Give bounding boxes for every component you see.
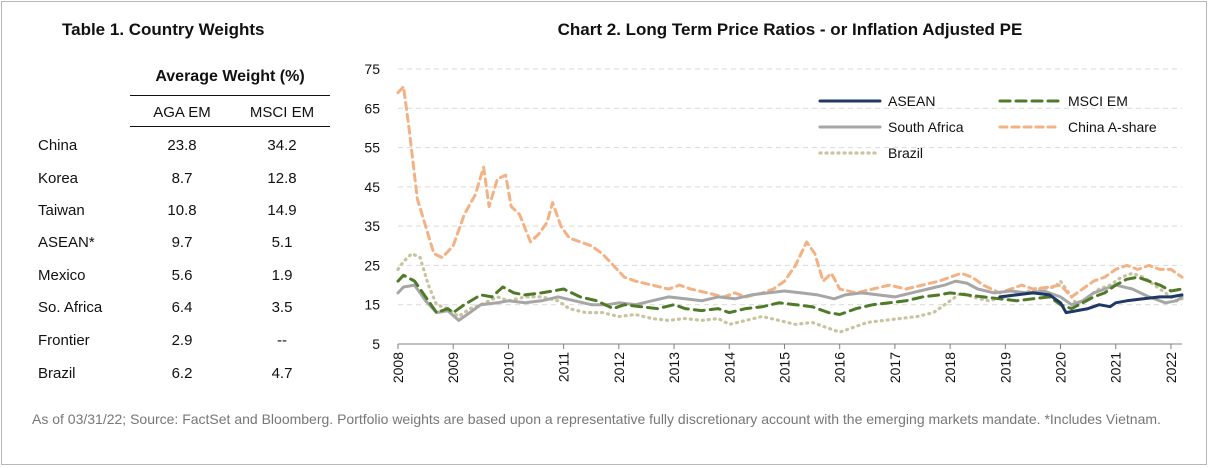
average-weight-header: Average Weight (%) [155,68,305,85]
header-rule-bottom [130,126,330,127]
msci-em-weight: 12.8 [267,170,297,187]
y-tick-label: 25 [364,257,380,273]
country-name: Frontier [38,332,90,349]
y-tick-label: 5 [372,336,380,352]
msci-em-weight: -- [277,332,287,349]
country-name: ASEAN* [38,234,95,251]
column-header-aga-em: AGA EM [153,104,211,121]
legend-label: South Africa [888,119,964,135]
legend-label: China A-share [1068,119,1157,135]
table-row: Taiwan 10.8 14.9 [38,202,338,226]
country-name: Taiwan [38,202,85,219]
legend-label: Brazil [888,145,923,161]
x-tick-label: 2010 [500,352,516,383]
x-tick-label: 2019 [997,352,1013,383]
table-title: Table 1. Country Weights [62,20,265,39]
country-name: Korea [38,170,79,187]
table-row: Brazil 6.2 4.7 [38,365,338,389]
aga-em-weight: 8.7 [171,170,193,187]
y-tick-label: 15 [364,297,380,313]
x-tick-label: 2017 [887,352,903,383]
x-tick-label: 2015 [776,352,792,383]
aga-em-weight: 6.4 [171,299,193,316]
msci-em-weight: 14.9 [267,202,297,219]
msci-em-weight: 4.7 [271,365,293,382]
table-row: Mexico 5.6 1.9 [38,267,338,291]
table-row: Korea 8.7 12.8 [38,170,338,194]
legend-label: MSCI EM [1068,93,1128,109]
x-tick-label: 2011 [556,352,572,382]
msci-em-weight: 5.1 [271,234,293,251]
aga-em-weight: 9.7 [171,234,193,251]
aga-em-weight: 23.8 [167,137,197,154]
aga-em-weight: 2.9 [171,332,193,349]
y-tick-label: 55 [364,140,380,156]
y-tick-label: 35 [364,218,380,234]
y-tick-label: 65 [364,100,380,116]
x-tick-label: 2012 [611,352,627,383]
chart-svg: 5 15 25 35 45 55 65 75 2008 2009 2010 2011 2012 2013 2… [364,61,1184,383]
x-tick-label: 2009 [445,352,461,383]
x-tick-label: 2014 [721,352,737,383]
chart-title: Chart 2. Long Term Price Ratios - or Inf… [557,20,1023,39]
table-row: Frontier 2.9 -- [38,332,338,356]
msci-em-weight: 1.9 [271,267,293,284]
series-line-china-a-share [396,85,1184,299]
table-row: So. Africa 6.4 3.5 [38,299,338,323]
footnote: As of 03/31/22; Source: FactSet and Bloo… [32,411,1161,427]
x-tick-label: 2020 [1053,352,1069,383]
country-name: So. Africa [38,299,103,316]
aga-em-weight: 10.8 [167,202,197,219]
x-tick-label: 2018 [942,352,958,383]
x-tick-label: 2013 [666,352,682,383]
x-tick-label: 2022 [1163,352,1179,383]
legend-label: ASEAN [888,93,935,109]
series-line-south-africa [396,279,1184,322]
country-name: Mexico [38,267,86,284]
msci-em-weight: 34.2 [267,137,297,154]
column-header-msci-em: MSCI EM [249,104,315,121]
x-tick-label: 2021 [1108,352,1124,383]
y-tick-label: 45 [364,179,380,195]
aga-em-weight: 5.6 [171,267,193,284]
country-name: Brazil [38,365,76,382]
aga-em-weight: 6.2 [171,365,193,382]
msci-em-weight: 3.5 [271,299,293,316]
x-tick-label: 2008 [390,352,406,383]
country-name: China [38,137,78,154]
x-tick-label: 2016 [832,352,848,383]
header-rule-top [130,95,330,96]
series-line-msci-em [396,273,1184,316]
y-tick-label: 75 [364,61,380,77]
series-line-asean [998,291,1184,315]
table-row: China 23.8 34.2 [38,137,338,161]
table-row: ASEAN* 9.7 5.1 [38,234,338,258]
